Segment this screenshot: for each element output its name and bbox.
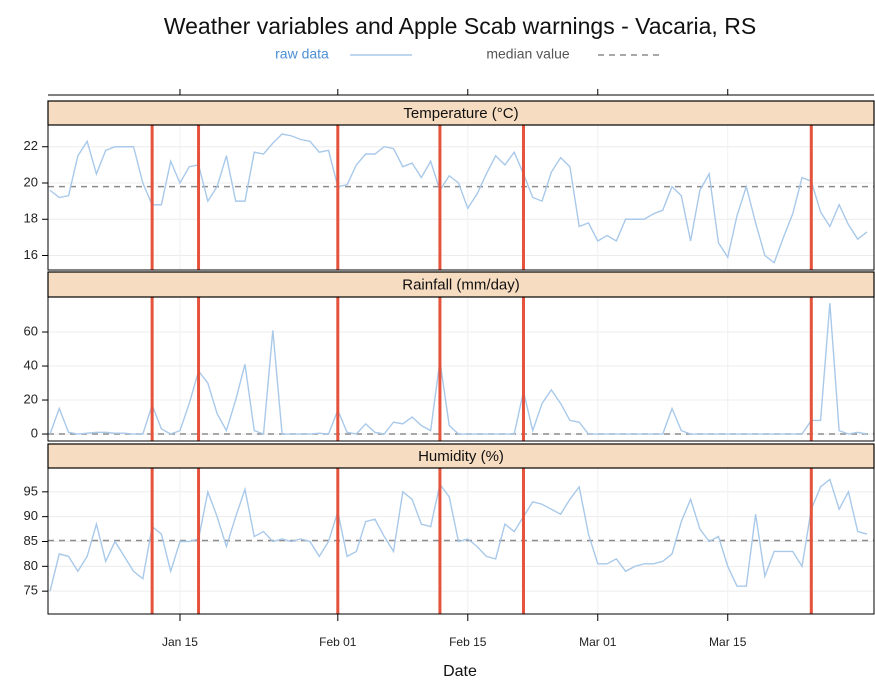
- y-tick-label: 20: [24, 174, 38, 189]
- x-tick-label: Mar 01: [579, 635, 617, 649]
- data-line: [49, 133, 868, 264]
- strip: [47, 271, 875, 298]
- strip: [47, 443, 875, 469]
- x-tick-label: Feb 01: [319, 635, 357, 649]
- legend-label: raw data: [275, 46, 329, 62]
- y-tick-label: 18: [24, 211, 38, 226]
- y-tick-label: 20: [24, 391, 38, 406]
- data-line: [49, 303, 868, 436]
- y-tick-label: 60: [24, 323, 38, 338]
- y-tick-label: 0: [31, 425, 38, 440]
- y-tick-label: 95: [24, 483, 38, 498]
- y-tick-label: 80: [24, 558, 38, 573]
- x-tick-label: Jan 15: [162, 635, 198, 649]
- strip: [47, 100, 875, 126]
- legend-label: median value: [486, 46, 569, 62]
- y-tick-label: 85: [24, 533, 38, 548]
- y-tick-label: 75: [24, 583, 38, 598]
- panel-background: [48, 125, 874, 270]
- x-tick-label: Feb 15: [449, 635, 487, 649]
- y-tick-label: 40: [24, 357, 38, 372]
- y-tick-label: 16: [24, 247, 38, 262]
- y-tick-label: 90: [24, 508, 38, 523]
- strip-label: Humidity (%): [418, 448, 504, 465]
- x-axis-title: Date: [443, 663, 477, 680]
- strip-label: Temperature (°C): [403, 105, 518, 122]
- chart-title: Weather variables and Apple Scab warning…: [164, 13, 756, 39]
- strip-label: Rainfall (mm/day): [402, 276, 520, 293]
- data-line: [49, 478, 868, 592]
- y-tick-label: 22: [24, 138, 38, 153]
- x-tick-label: Mar 15: [709, 635, 747, 649]
- panel-background: [48, 297, 874, 441]
